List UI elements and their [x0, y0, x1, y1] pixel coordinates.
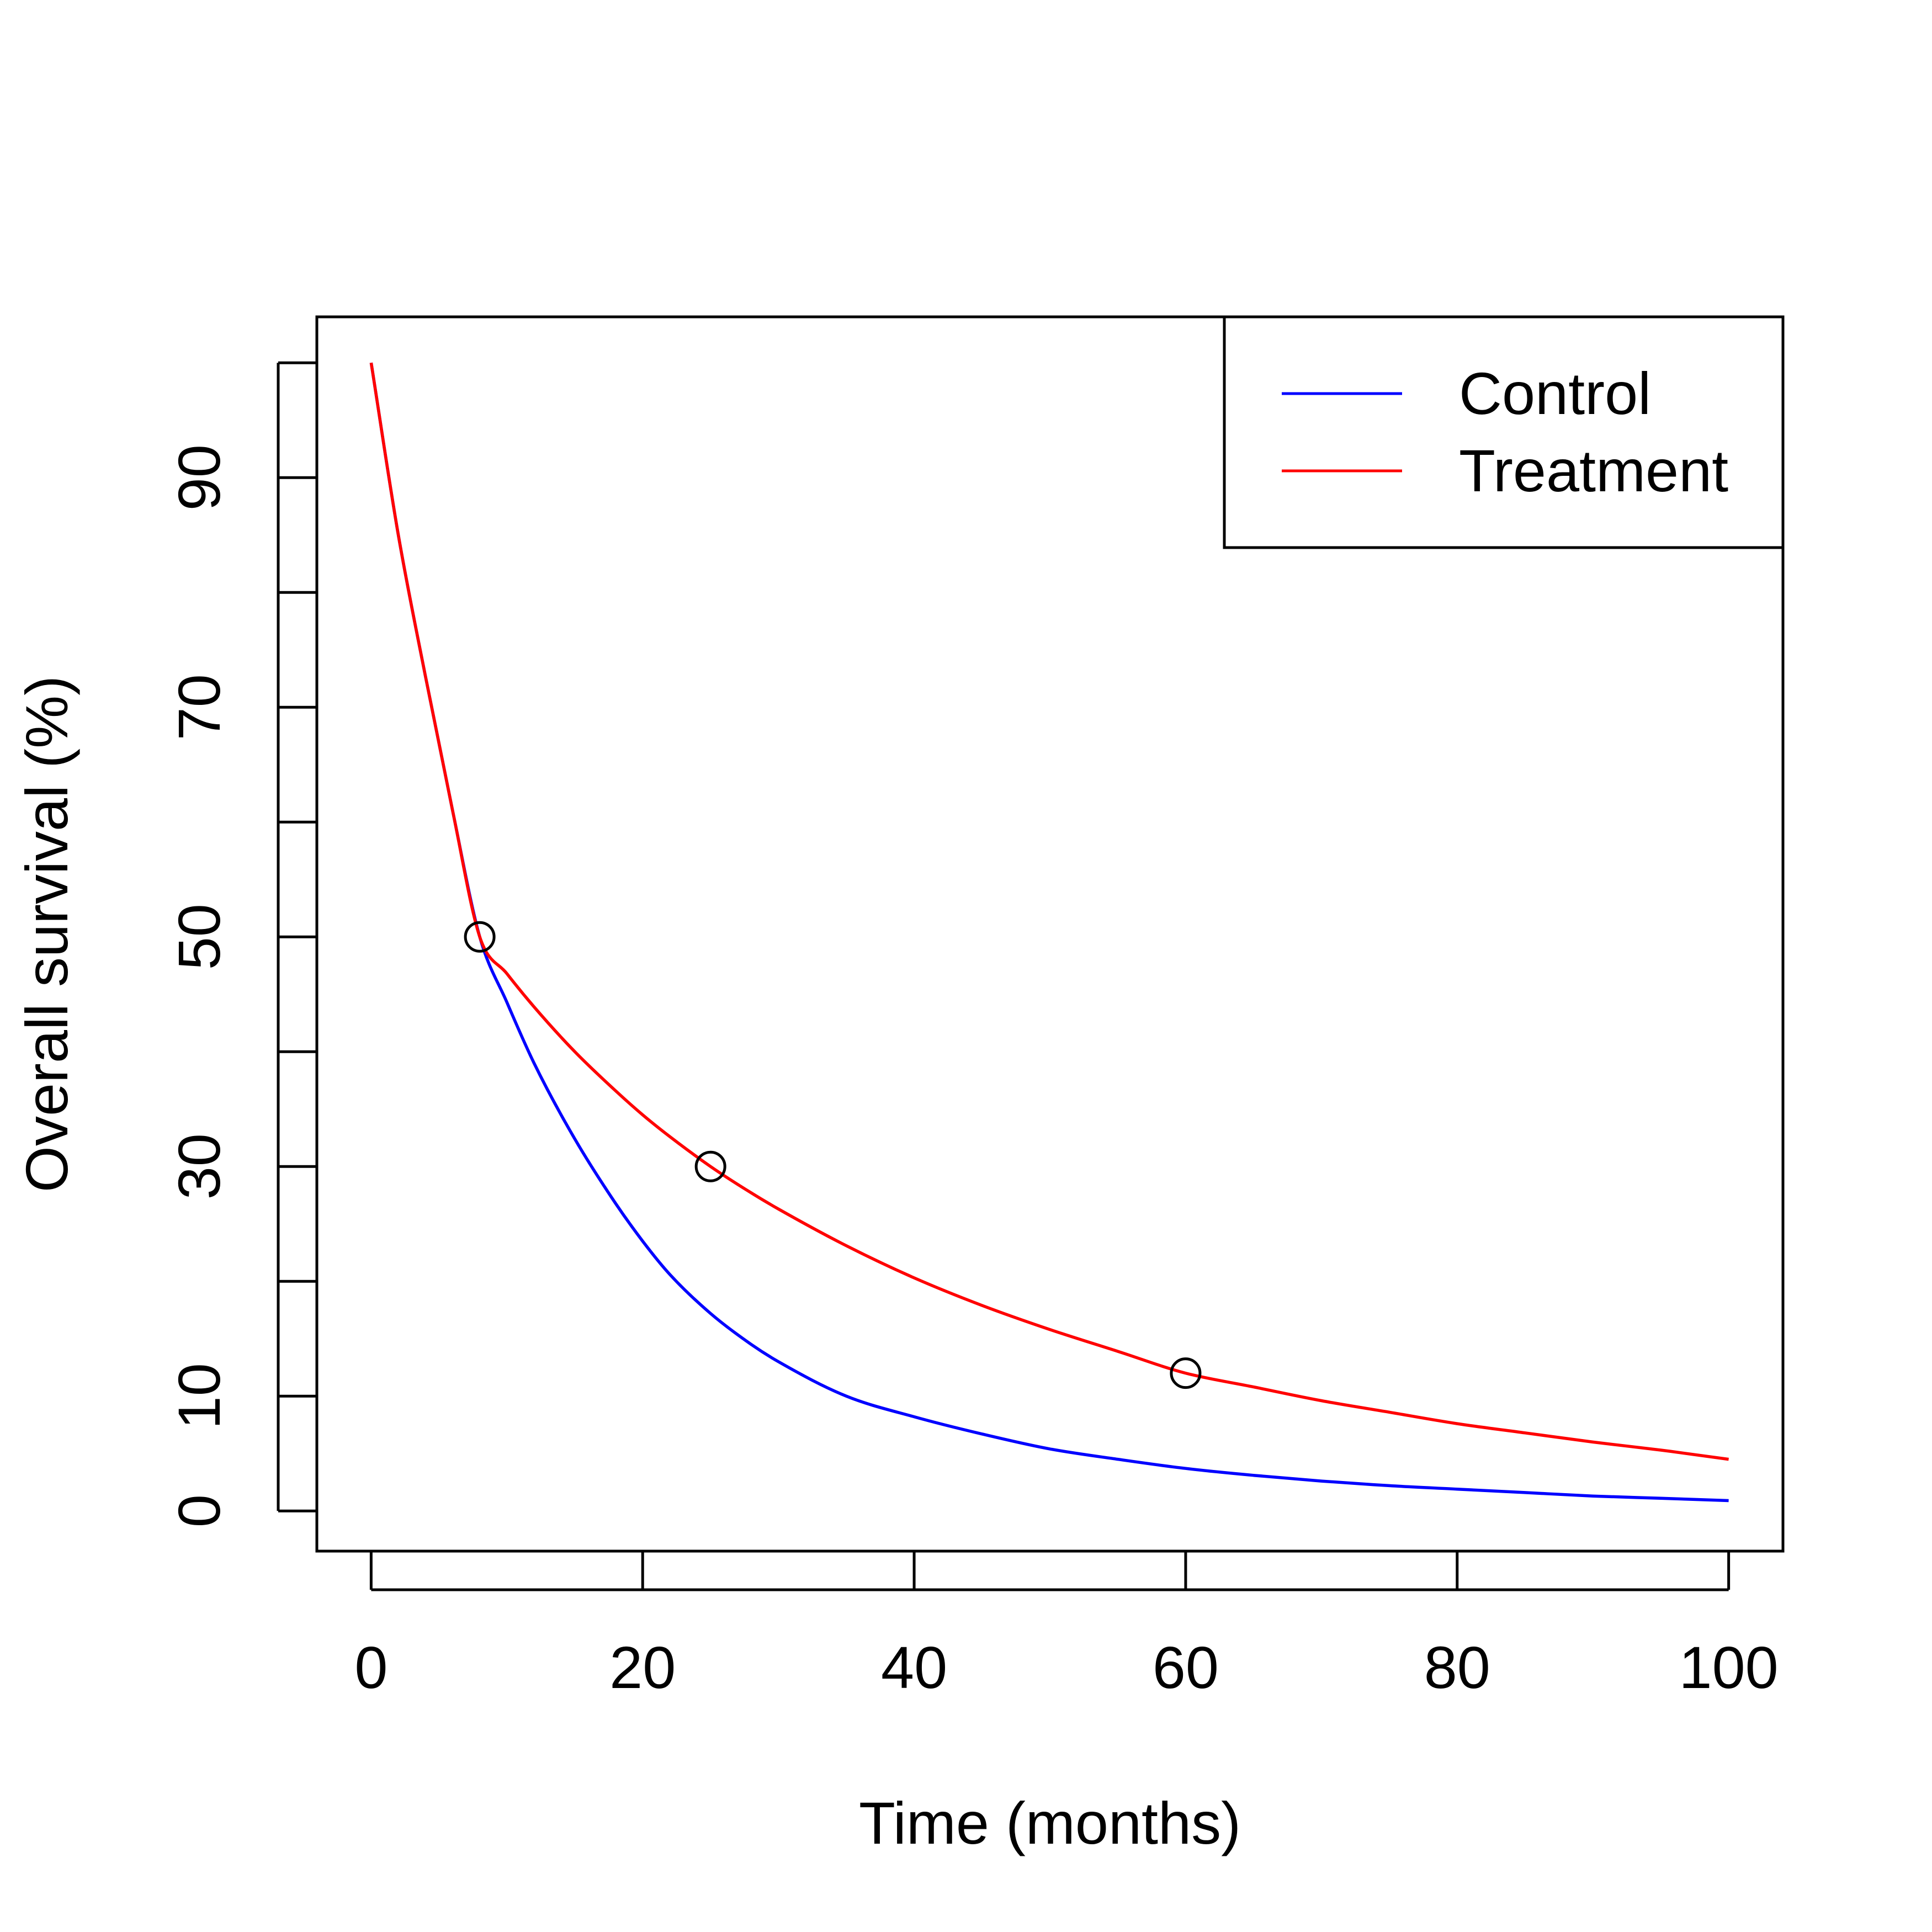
x-tick-label: 20 — [609, 1634, 676, 1701]
data-point-marker — [1170, 1357, 1202, 1389]
x-tick-label: 0 — [354, 1634, 388, 1701]
plot-frame — [315, 315, 1785, 1553]
legend-label-treatment: Treatment — [1459, 437, 1728, 504]
x-axis: 0 20 40 60 80 100 — [354, 1551, 1779, 1701]
data-point-marker — [464, 921, 496, 953]
y-tick-label: 50 — [166, 904, 232, 970]
x-tick-label: 80 — [1424, 1634, 1490, 1701]
y-tick-label: 30 — [166, 1133, 232, 1199]
x-axis-title: Time (months) — [859, 1790, 1241, 1856]
series-line-treatment — [369, 362, 1729, 1461]
y-tick-label: 90 — [166, 444, 232, 511]
legend: Control Treatment — [1223, 315, 1785, 549]
x-tick-label: 40 — [881, 1634, 947, 1701]
legend-box — [1223, 315, 1785, 549]
y-tick-label: 70 — [166, 674, 232, 740]
y-axis: 0 10 30 50 70 90 — [166, 361, 317, 1527]
y-tick-label: 0 — [166, 1494, 232, 1527]
y-tick-label: 10 — [166, 1363, 232, 1429]
y-axis-title: Overall survival (%) — [13, 676, 80, 1192]
data-point-marker — [694, 1150, 726, 1182]
x-tick-label: 100 — [1679, 1634, 1779, 1701]
legend-label-control: Control — [1459, 360, 1651, 427]
x-tick-label: 60 — [1153, 1634, 1219, 1701]
plot-area — [369, 362, 1729, 1503]
